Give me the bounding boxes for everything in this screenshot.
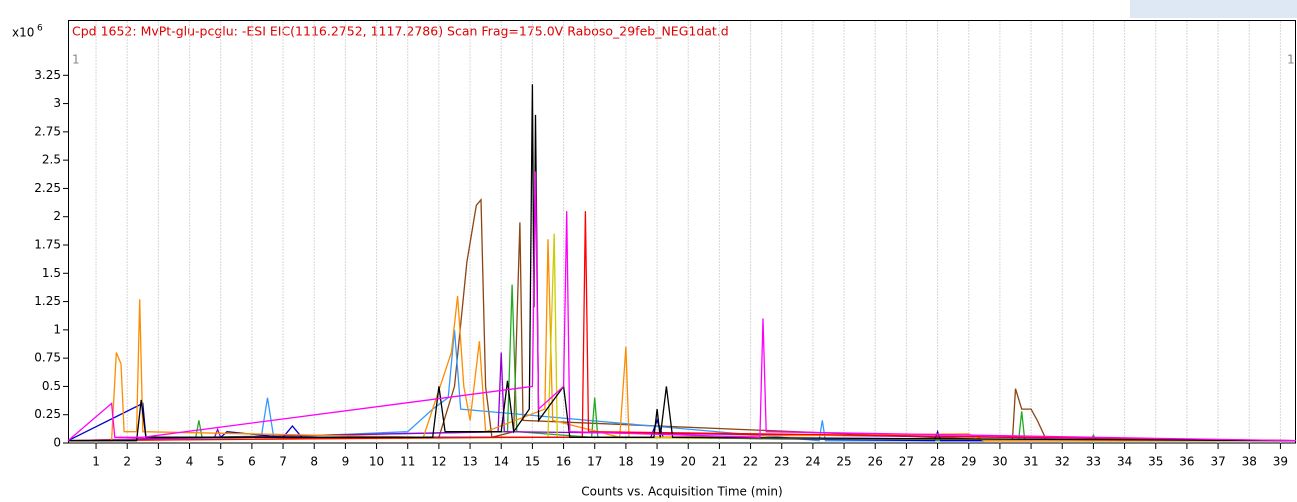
x-tick-label: 19 <box>649 455 664 469</box>
x-tick-label: 16 <box>556 455 571 469</box>
grid <box>95 21 1281 443</box>
x-tick-label: 30 <box>992 455 1007 469</box>
y-exponent: 6 <box>37 24 43 34</box>
corner-label: 1 <box>1287 53 1295 67</box>
x-tick-label: 12 <box>431 455 446 469</box>
x-tick-label: 26 <box>868 455 883 469</box>
x-tick-label: 32 <box>1055 455 1070 469</box>
corner-label: 1 <box>72 53 80 67</box>
x-tick-label: 7 <box>279 455 287 469</box>
x-tick-label: 9 <box>342 455 350 469</box>
x-tick-label: 17 <box>587 455 602 469</box>
x-tick-label: 28 <box>930 455 945 469</box>
x-tick-label: 24 <box>805 455 820 469</box>
y-tick-label: 0.25 <box>34 407 61 421</box>
y-tick-label: 3.25 <box>34 68 61 82</box>
x-tick-label: 6 <box>248 455 256 469</box>
x-tick-label: 29 <box>961 455 976 469</box>
x-tick-label: 35 <box>1148 455 1163 469</box>
trace <box>68 84 1297 442</box>
x-tick-label: 1 <box>92 455 100 469</box>
y-tick-label: 0.5 <box>42 379 61 393</box>
x-tick-label: 37 <box>1210 455 1225 469</box>
trace <box>67 171 1297 442</box>
y-tick-label: 2.5 <box>42 153 61 167</box>
y-tick-label: 2 <box>53 209 61 223</box>
x-tick-label: 11 <box>400 455 415 469</box>
y-tick-label: 0.75 <box>34 351 61 365</box>
chart-title: Cpd 1652: MvPt-glu-pcglu: -ESI EIC(1116.… <box>72 24 729 39</box>
x-tick-label: 14 <box>494 455 509 469</box>
traces <box>67 84 1297 442</box>
y-tick-label: 2.75 <box>34 124 61 138</box>
y-tick-label: 1.25 <box>34 294 61 308</box>
x-tick-label: 13 <box>462 455 477 469</box>
x-tick-label: 34 <box>1117 455 1132 469</box>
x-axis-label: Counts vs. Acquisition Time (min) <box>581 485 782 499</box>
x-tick-label: 31 <box>1023 455 1038 469</box>
x-tick-label: 20 <box>681 455 696 469</box>
x-tick-label: 3 <box>155 455 163 469</box>
y-tick-label: 1.5 <box>42 266 61 280</box>
x-tick-label: 22 <box>743 455 758 469</box>
x-tick-label: 33 <box>1086 455 1101 469</box>
x-tick-label: 5 <box>217 455 225 469</box>
x-tick-label: 2 <box>123 455 131 469</box>
x-tick-label: 23 <box>774 455 789 469</box>
tab-area <box>1130 0 1297 18</box>
y-tick-label: 3 <box>53 96 61 110</box>
trace <box>67 197 1296 442</box>
plot-frame <box>68 20 1296 444</box>
x-tick-label: 39 <box>1273 455 1288 469</box>
x-tick-label: 15 <box>525 455 540 469</box>
x-tick-label: 8 <box>310 455 318 469</box>
x-tick-label: 4 <box>186 455 194 469</box>
x-tick-label: 18 <box>618 455 633 469</box>
y-tick-label: 1.75 <box>34 238 61 252</box>
x-tick-label: 10 <box>369 455 384 469</box>
x-tick-label: 38 <box>1242 455 1257 469</box>
y-multiplier: x10 <box>12 26 34 40</box>
x-tick-label: 21 <box>712 455 727 469</box>
x-tick-label: 25 <box>836 455 851 469</box>
y-tick-label: 0 <box>53 436 61 450</box>
trace <box>67 352 1297 442</box>
x-tick-label: 36 <box>1179 455 1194 469</box>
trace <box>68 239 1296 442</box>
y-tick-label: 1 <box>53 322 61 336</box>
y-tick-label: 2.25 <box>34 181 61 195</box>
x-tick-label: 27 <box>899 455 914 469</box>
